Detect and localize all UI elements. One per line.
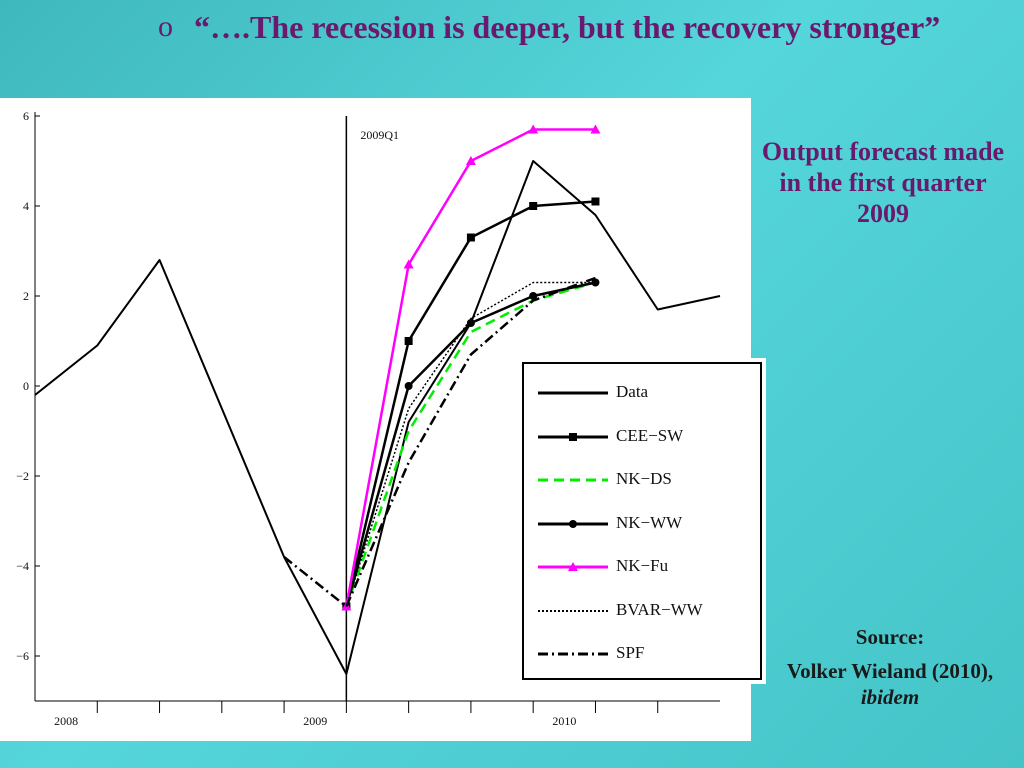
forecast-chart: 6 4 2 0 −2 −4 −6 2008 2009 2010 2009Q1 [16,109,721,728]
legend-item-nk-ww: NK−WW [536,509,756,539]
legend-swatch-data [538,391,608,395]
y-tick-label: −6 [16,649,29,663]
legend-label-bvar-ww: BVAR−WW [616,599,703,619]
title-text: “….The recession is deeper, but the reco… [194,9,941,45]
point-nk-fu [528,124,539,134]
legend-label-nk-fu: NK−Fu [616,556,669,575]
side-note: Output forecast made in the first quarte… [761,137,1005,228]
annotation-label: 2009Q1 [360,128,399,142]
legend-swatch-nk-fu [538,562,608,571]
x-tick-label: 2010 [552,714,576,728]
legend-label-nk-ww: NK−WW [616,512,683,532]
legend-label-data: Data [616,382,649,401]
point-nk-ww [529,292,538,300]
slide-title: o “….The recession is deeper, but the re… [158,8,998,46]
y-tick-label: −2 [16,469,29,483]
legend-item-nk-fu: NK−Fu [536,552,756,582]
point-cee-sw [591,197,600,206]
source-author: Volker Wieland (2010), [786,659,994,683]
point-nk-ww [404,382,413,390]
series-line-data [34,160,721,675]
point-cee-sw [529,202,538,210]
chart-legend: Data CEE−SW NK−DS NK−WW NK−Fu BVAR−WW SPF [518,358,766,684]
legend-swatch-cee-sw [538,432,608,441]
source-label: Source: [855,625,925,649]
point-nk-ww [466,319,475,327]
legend-swatch-bvar-ww [538,609,608,612]
legend-swatch-spf [538,652,608,656]
legend-label-cee-sw: CEE−SW [616,425,684,445]
source-ibidem: ibidem [860,685,920,709]
x-tick-label: 2008 [54,714,78,728]
source-citation: Volker Wieland (2010), ibidem [770,658,1010,710]
legend-item-spf: SPF [536,639,756,669]
point-cee-sw [404,337,413,345]
legend-item-nk-ds: NK−DS [536,465,756,495]
x-tick-label: 2009 [303,714,327,728]
point-nk-fu [590,124,601,134]
y-tick-label: 0 [23,379,29,393]
title-bullet: o [158,10,173,43]
legend-item-data: Data [536,378,756,408]
point-nk-ww [591,278,600,287]
legend-swatch-nk-ww [538,519,608,528]
legend-label-spf: SPF [616,643,645,662]
y-tick-label: 2 [23,289,29,303]
legend-item-bvar-ww: BVAR−WW [536,596,756,626]
legend-label-nk-ds: NK−DS [616,469,672,488]
y-tick-label: −4 [16,559,29,573]
series-line-bvar-ww [345,281,596,607]
point-cee-sw [466,233,475,242]
point-nk-fu [465,156,476,165]
y-tick-label: 4 [23,199,29,213]
legend-swatch-nk-ds [538,478,608,482]
legend-item-cee-sw: CEE−SW [536,422,756,452]
series-line-spf [283,276,596,608]
point-nk-fu [403,259,414,269]
y-tick-label: 6 [23,109,29,123]
